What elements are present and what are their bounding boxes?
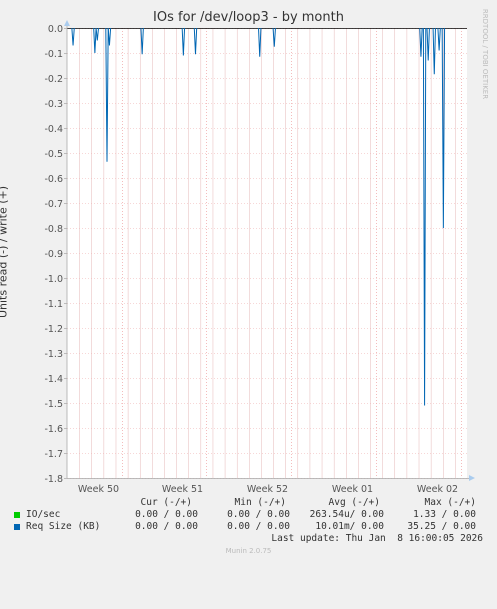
series-spike xyxy=(422,27,427,406)
legend-io-cur: 0.00 / 0.00 xyxy=(135,509,198,520)
legend-reqsize-max: 35.25 / 0.00 xyxy=(407,521,476,532)
y-tick-label: -0.4 xyxy=(44,124,63,135)
legend-io-max: 1.33 / 0.00 xyxy=(413,509,476,520)
y-tick-label: -1.8 xyxy=(44,474,63,485)
legend-header-cur: Cur (-/+) xyxy=(140,497,192,508)
chart-title: IOs for /dev/loop3 - by month xyxy=(153,10,344,25)
series-spike xyxy=(419,27,423,57)
y-tick-label: -1.4 xyxy=(44,374,63,385)
y-axis-arrow xyxy=(64,20,70,26)
y-tick-label: -1.2 xyxy=(44,324,63,335)
x-tick-label: Week 51 xyxy=(162,484,203,495)
series-spike xyxy=(93,27,97,54)
legend-header-min: Min (-/+) xyxy=(234,497,286,508)
legend-header-max: Max (-/+) xyxy=(424,497,476,508)
series-spike xyxy=(105,27,109,162)
series-spike xyxy=(181,27,186,56)
y-tick-label: -0.8 xyxy=(44,224,63,235)
legend-io-avg: 263.54u/ 0.00 xyxy=(309,509,384,520)
x-tick-label: Week 01 xyxy=(332,484,373,495)
y-tick-label: -0.1 xyxy=(44,49,63,60)
x-axis-arrow xyxy=(469,475,475,481)
series-spike xyxy=(140,27,144,55)
series-spike xyxy=(426,27,430,61)
y-tick-label: -0.9 xyxy=(44,249,63,260)
legend-name-reqsize: Req Size (KB) xyxy=(26,521,101,532)
chart: IOs for /dev/loop3 - by month Units read… xyxy=(0,9,497,555)
series-spike xyxy=(258,27,262,57)
series-spike xyxy=(71,27,75,46)
legend-io-min: 0.00 / 0.00 xyxy=(227,509,290,520)
series-spike xyxy=(437,27,441,51)
legend-reqsize-min: 0.00 / 0.00 xyxy=(227,521,290,532)
y-tick-label: 0.0 xyxy=(48,24,63,35)
series-spike xyxy=(441,27,446,229)
y-tick-label: -1.1 xyxy=(44,299,63,310)
y-tick-label: -0.7 xyxy=(44,199,63,210)
y-tick-label: -0.5 xyxy=(44,149,63,160)
x-tick-label: Week 52 xyxy=(247,484,288,495)
y-tick-label: -1.7 xyxy=(44,449,63,460)
y-tick-label: -1.6 xyxy=(44,424,63,435)
series-spike xyxy=(272,27,276,47)
last-update: Last update: Thu Jan 8 16:00:05 2026 xyxy=(271,533,483,544)
legend-row-io: IO/sec 0.00 / 0.00 0.00 / 0.00 263.54u/ … xyxy=(0,509,497,521)
series-spike xyxy=(432,27,436,75)
y-tick-label: -1.5 xyxy=(44,399,63,410)
y-tick-label: -0.6 xyxy=(44,174,63,185)
y-tick-label: -0.2 xyxy=(44,74,63,85)
legend-name-io: IO/sec xyxy=(26,509,61,520)
y-tick-label: -1.3 xyxy=(44,349,63,360)
munin-version: Munin 2.0.75 xyxy=(225,547,272,555)
legend-swatch-io xyxy=(14,512,20,518)
x-tick-label: Week 50 xyxy=(78,484,119,495)
legend-header-avg: Avg (-/+) xyxy=(328,497,380,508)
series-spike xyxy=(107,27,112,46)
plot-background xyxy=(67,28,467,478)
x-tick-label: Week 02 xyxy=(417,484,458,495)
plot-area: 0.0 -0.1 -0.2 -0.3 -0.4 -0.5 -0.6 -0.7 -0.8 -0.9 -… xyxy=(44,20,475,495)
y-tick-label: -1.0 xyxy=(44,274,63,285)
y-tick-label: -0.3 xyxy=(44,99,63,110)
series-spike xyxy=(95,27,100,41)
legend-reqsize-avg: 10.01m/ 0.00 xyxy=(315,521,384,532)
legend-reqsize-cur: 0.00 / 0.00 xyxy=(135,521,198,532)
legend-swatch-reqsize xyxy=(14,524,20,530)
legend-row-reqsize: Req Size (KB) 0.00 / 0.00 0.00 / 0.00 10… xyxy=(0,521,497,533)
series-spike xyxy=(193,27,198,55)
